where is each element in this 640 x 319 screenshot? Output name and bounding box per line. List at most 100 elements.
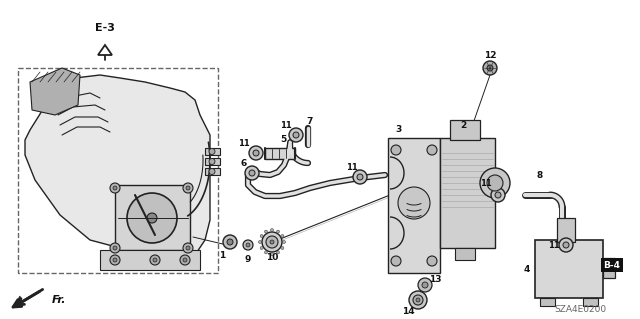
Text: 13: 13 [429, 276, 441, 285]
Bar [205, 148, 220, 155]
Text: 5: 5 [280, 136, 286, 145]
Text: 9: 9 [245, 256, 251, 264]
Circle shape [418, 278, 432, 292]
Polygon shape [12, 296, 22, 308]
Circle shape [186, 186, 190, 190]
Circle shape [559, 238, 573, 252]
Circle shape [427, 145, 437, 155]
Circle shape [150, 255, 160, 265]
Text: SZA4E0200: SZA4E0200 [554, 306, 606, 315]
Circle shape [246, 243, 250, 247]
Circle shape [491, 188, 505, 202]
Text: 14: 14 [402, 308, 414, 316]
Circle shape [422, 282, 428, 288]
Circle shape [253, 150, 259, 156]
Bar [100, 250, 200, 270]
Bar [205, 158, 220, 165]
Polygon shape [98, 45, 112, 55]
Text: 4: 4 [524, 265, 530, 275]
Circle shape [409, 291, 427, 309]
Bar [265, 148, 295, 159]
Circle shape [209, 149, 215, 154]
Circle shape [180, 255, 190, 265]
Circle shape [282, 241, 285, 243]
Circle shape [276, 251, 280, 254]
Circle shape [227, 239, 233, 245]
Text: 8: 8 [537, 170, 543, 180]
Circle shape [127, 193, 177, 243]
Circle shape [262, 232, 282, 252]
Text: E-3: E-3 [95, 23, 115, 33]
Circle shape [209, 159, 215, 165]
Circle shape [353, 170, 367, 184]
Circle shape [289, 128, 303, 142]
Circle shape [276, 230, 280, 233]
Circle shape [183, 243, 193, 253]
Circle shape [113, 258, 117, 262]
Circle shape [487, 65, 493, 71]
Circle shape [243, 240, 253, 250]
Bar [535, 240, 603, 298]
Bar [450, 120, 480, 140]
Circle shape [413, 295, 423, 305]
Circle shape [480, 168, 510, 198]
Circle shape [147, 213, 157, 223]
Text: 11: 11 [480, 180, 492, 189]
Bar [205, 168, 220, 175]
Circle shape [563, 242, 569, 248]
Circle shape [110, 255, 120, 265]
Circle shape [113, 186, 117, 190]
Circle shape [249, 146, 263, 160]
Circle shape [260, 234, 263, 238]
Circle shape [270, 240, 274, 244]
Circle shape [293, 132, 299, 138]
Text: 12: 12 [484, 51, 496, 61]
Circle shape [487, 175, 503, 191]
Text: 11: 11 [238, 138, 250, 147]
Circle shape [398, 187, 430, 219]
Circle shape [113, 246, 117, 250]
Bar [455, 248, 475, 260]
Circle shape [209, 168, 215, 174]
Circle shape [186, 246, 190, 250]
Circle shape [391, 256, 401, 266]
Circle shape [264, 251, 268, 254]
Polygon shape [30, 68, 80, 115]
Text: 7: 7 [307, 117, 313, 127]
Circle shape [260, 247, 263, 249]
Bar [440, 138, 495, 248]
Circle shape [264, 230, 268, 233]
Text: 11: 11 [346, 162, 358, 172]
Circle shape [259, 241, 262, 243]
Circle shape [281, 234, 284, 238]
Bar [115, 185, 190, 250]
Circle shape [266, 236, 278, 248]
Circle shape [271, 253, 273, 256]
Text: 11: 11 [548, 241, 560, 249]
Circle shape [391, 145, 401, 155]
Circle shape [271, 228, 273, 232]
Circle shape [245, 166, 259, 180]
Circle shape [183, 258, 187, 262]
Text: B-4: B-4 [604, 261, 621, 270]
Bar [557, 218, 575, 242]
Text: 11: 11 [280, 121, 292, 130]
Text: 6: 6 [241, 159, 247, 167]
Circle shape [110, 243, 120, 253]
Circle shape [249, 170, 255, 176]
Text: 2: 2 [460, 121, 466, 130]
Polygon shape [25, 75, 210, 260]
Circle shape [223, 235, 237, 249]
Text: 10: 10 [266, 254, 278, 263]
Bar [18, 68, 218, 273]
Circle shape [357, 174, 363, 180]
Bar [603, 258, 615, 278]
Text: 1: 1 [219, 250, 225, 259]
Bar [540, 298, 555, 306]
Bar [388, 138, 440, 273]
Circle shape [483, 61, 497, 75]
Circle shape [427, 256, 437, 266]
Bar [583, 298, 598, 306]
Text: Fr.: Fr. [52, 295, 67, 305]
Circle shape [281, 247, 284, 249]
